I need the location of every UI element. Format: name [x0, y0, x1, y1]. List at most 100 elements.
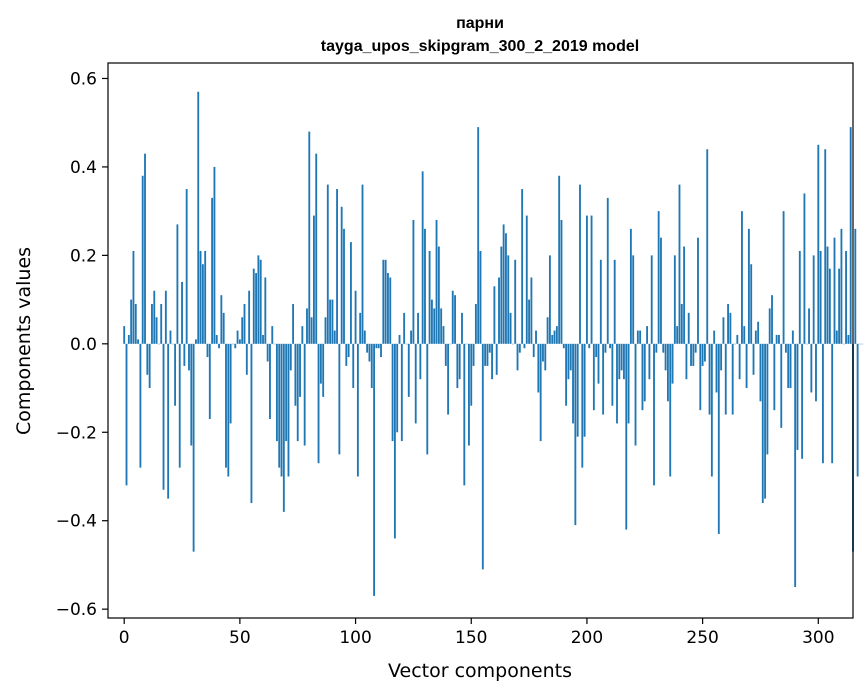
bar-179	[537, 343, 540, 393]
bar-306	[831, 343, 834, 464]
bar-26	[183, 343, 186, 366]
bar-171	[518, 343, 521, 353]
bar-41	[218, 343, 220, 349]
bar-158	[488, 343, 491, 353]
bar-2	[127, 334, 130, 344]
bar-197	[579, 184, 581, 344]
bar-155	[481, 343, 484, 570]
bar-49	[236, 330, 239, 344]
bar-131	[426, 343, 429, 455]
x-tick-label: 100	[339, 628, 371, 648]
bar-31	[194, 339, 197, 344]
bar-93	[338, 343, 341, 455]
bar-207	[602, 343, 605, 415]
bar-305	[828, 268, 831, 344]
bar-266	[738, 343, 741, 380]
bar-128	[419, 343, 422, 380]
bar-178	[535, 330, 537, 344]
y-tick-label: −0.4	[56, 512, 97, 532]
bar-135	[435, 219, 438, 344]
bar-88	[326, 184, 329, 344]
bar-84	[317, 343, 320, 464]
bar-81	[310, 317, 313, 344]
bar-19	[167, 343, 170, 499]
bar-309	[838, 268, 841, 344]
bar-10	[146, 343, 149, 375]
bar-317	[856, 343, 859, 477]
bar-160	[493, 286, 496, 344]
x-tick-label: 150	[455, 628, 487, 648]
bar-217	[625, 343, 628, 530]
bar-156	[484, 343, 487, 366]
bar-163	[500, 246, 503, 344]
bar-283	[778, 334, 780, 344]
bar-215	[620, 343, 623, 371]
bar-220	[632, 255, 635, 344]
bar-43	[222, 312, 225, 344]
bar-63	[269, 343, 271, 419]
bar-114	[387, 273, 389, 344]
y-axis-ticks: −0.6 −0.4 −0.2 0.0 0.2 0.4 0.6	[56, 69, 108, 620]
bar-232	[660, 237, 662, 344]
bar-265	[736, 334, 739, 344]
bar-284	[780, 343, 783, 428]
y-tick-label: 0.2	[70, 246, 97, 266]
bar-237	[671, 343, 674, 384]
bar-99	[352, 343, 355, 389]
bar-304	[826, 246, 829, 344]
bar-33	[199, 250, 202, 344]
bar-249	[699, 343, 702, 411]
bar-91	[333, 330, 336, 344]
bar-96	[345, 343, 348, 366]
bar-137	[440, 308, 443, 344]
bar-161	[495, 343, 498, 375]
bar-147	[463, 343, 466, 486]
bar-55	[250, 343, 253, 504]
bar-78	[303, 343, 306, 446]
bar-138	[442, 326, 445, 344]
bar-211	[611, 343, 614, 406]
bar-109	[375, 343, 378, 349]
bar-169	[514, 259, 517, 344]
bar-100	[354, 290, 357, 344]
bar-13	[153, 290, 156, 344]
chart-title: парни	[456, 15, 504, 32]
bar-261	[727, 304, 729, 344]
bar-52	[243, 304, 246, 344]
bar-192	[567, 343, 570, 380]
bar-54	[248, 290, 251, 344]
bar-82	[312, 215, 315, 344]
bar-257	[717, 343, 720, 534]
bar-40	[215, 334, 218, 344]
bar-256	[715, 343, 718, 393]
bar-173	[523, 343, 526, 349]
bar-198	[581, 343, 584, 468]
bar-208	[604, 343, 607, 353]
bar-229	[653, 343, 655, 486]
bar-230	[655, 343, 658, 353]
bar-196	[576, 343, 579, 437]
bar-20	[169, 330, 172, 344]
bar-140	[447, 343, 450, 415]
bar-46	[229, 343, 232, 424]
bar-5	[134, 304, 137, 344]
bar-268	[743, 326, 746, 344]
bar-106	[368, 343, 371, 362]
bar-121	[403, 312, 406, 344]
bar-259	[722, 317, 725, 344]
bar-313	[847, 334, 850, 344]
bar-103	[361, 184, 364, 344]
bar-227	[648, 343, 651, 380]
bar-292	[798, 250, 801, 344]
bar-176	[530, 277, 533, 344]
bar-223	[639, 330, 642, 344]
bar-56	[252, 268, 255, 344]
bar-112	[382, 259, 385, 344]
bar-286	[784, 343, 787, 353]
bar-221	[634, 343, 637, 446]
bar-281	[773, 343, 776, 411]
bar-44	[225, 343, 227, 468]
bar-287	[787, 343, 790, 389]
bar-143	[454, 295, 456, 344]
bar-219	[629, 228, 632, 344]
